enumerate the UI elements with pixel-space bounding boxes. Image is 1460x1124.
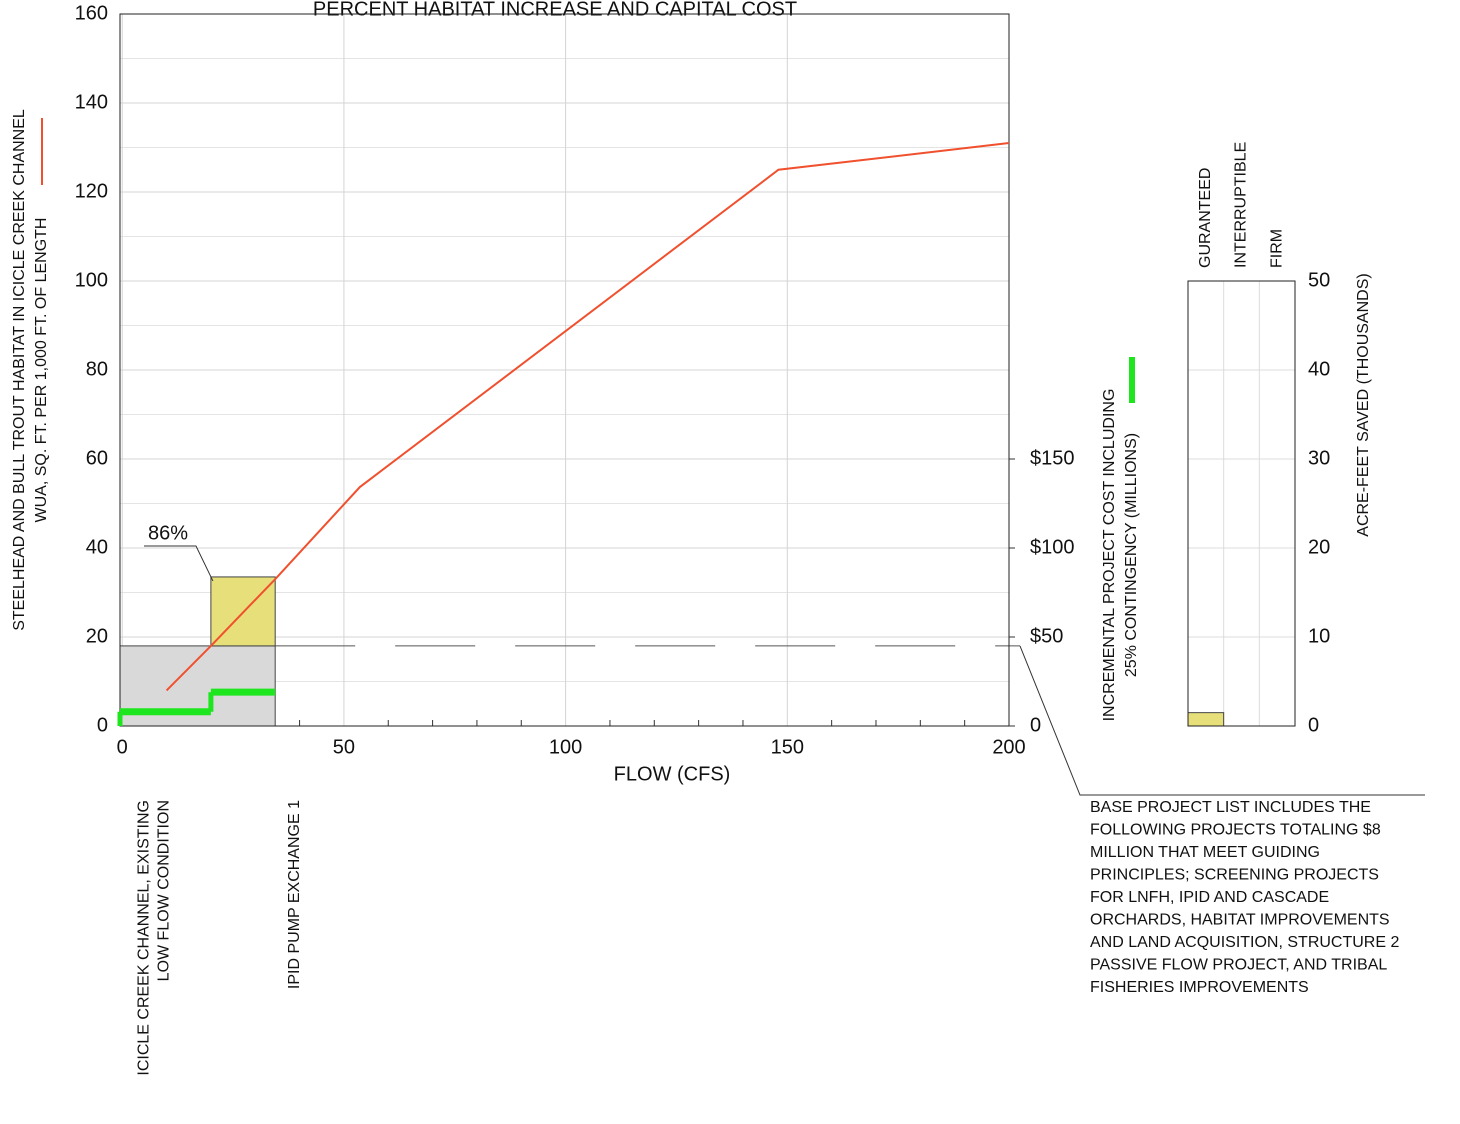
note-line: MILLION THAT MEET GUIDING [1090, 844, 1320, 861]
x-tick-label: 50 [333, 736, 355, 758]
y-axis-label: STEELHEAD AND BULL TROUT HABITAT IN ICIC… [11, 109, 28, 631]
bar [1187, 712, 1225, 727]
y-tick-label: 0 [1308, 714, 1319, 736]
y2-tick-label: $150 [1030, 447, 1075, 469]
note-line: FISHERIES IMPROVEMENTS [1090, 979, 1309, 996]
y-tick-label: 30 [1308, 447, 1330, 469]
y-tick-label: 160 [75, 2, 108, 24]
note-leader [1019, 645, 1425, 796]
category-label: FIRM [1268, 229, 1285, 268]
note-line: BASE PROJECT LIST INCLUDES THE [1090, 799, 1371, 816]
y-axis-label: WUA, SQ. FT. PER 1,000 FT. OF LENGTH [33, 218, 50, 523]
x-tick-label: 0 [117, 736, 128, 758]
y-tick-label: 80 [86, 358, 108, 380]
category-label: INTERRUPTIBLE [1233, 142, 1250, 268]
category-label: GURANTEED [1197, 168, 1214, 268]
y-tick-label: 10 [1308, 625, 1330, 647]
y-tick-label: 120 [75, 180, 108, 202]
flow-label: LOW FLOW CONDITION [155, 800, 172, 981]
y-tick-label: 40 [86, 536, 108, 558]
y2-tick-label: $100 [1030, 536, 1075, 558]
y-tick-label: 140 [75, 91, 108, 113]
x-tick-label: 100 [549, 736, 582, 758]
y-tick-label: 60 [86, 447, 108, 469]
increase-leader [144, 545, 214, 582]
y-tick-label: 100 [75, 269, 108, 291]
y2-axis-label: 25% CONTINGENCY (MILLIONS) [1123, 433, 1140, 677]
y2-axis-label: INCREMENTAL PROJECT COST INCLUDING [1101, 389, 1118, 722]
flow-label: ICICLE CREEK CHANNEL, EXISTING [135, 800, 152, 1076]
inset-frame [1187, 280, 1296, 727]
plot-frame [119, 13, 1010, 727]
x-axis-label: FLOW (CFS) [614, 763, 731, 785]
habitat-line [165, 142, 1010, 692]
x-tick-label: 150 [771, 736, 804, 758]
note-line: ORCHARDS, HABITAT IMPROVEMENTS [1090, 912, 1390, 929]
y-tick-label: 0 [97, 714, 108, 736]
chart-title: PERCENT HABITAT INCREASE AND CAPITAL COS… [313, 0, 797, 20]
y-tick-label: 50 [1308, 269, 1330, 291]
note-line: FOR LNFH, IPID AND CASCADE [1090, 889, 1329, 906]
note-line: PRINCIPLES; SCREENING PROJECTS [1090, 867, 1379, 884]
y2-tick-label: $50 [1030, 625, 1063, 647]
y-tick-label: 20 [86, 625, 108, 647]
note-line: AND LAND ACQUISITION, STRUCTURE 2 [1090, 934, 1399, 951]
note-line: FOLLOWING PROJECTS TOTALING $8 [1090, 822, 1381, 839]
y-axis-label: ACRE-FEET SAVED (THOUSANDS) [1355, 273, 1372, 536]
y-tick-label: 40 [1308, 358, 1330, 380]
note-line: PASSIVE FLOW PROJECT, AND TRIBAL [1090, 957, 1387, 974]
flow-label: IPID PUMP EXCHANGE 1 [286, 800, 303, 989]
y-tick-label: 20 [1308, 536, 1330, 558]
increase-label: 86% [148, 522, 188, 544]
y2-tick-label: 0 [1030, 714, 1041, 736]
x-tick-label: 200 [992, 736, 1025, 758]
